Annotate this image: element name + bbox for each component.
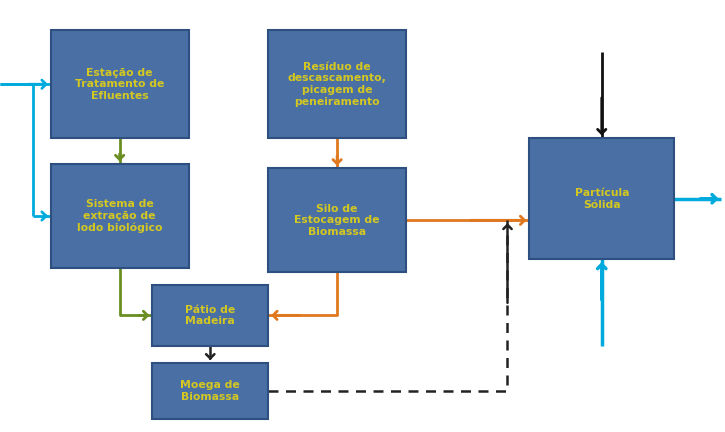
Text: Pátio de
Madeira: Pátio de Madeira	[185, 305, 236, 326]
Text: Silo de
Estocagem de
Biomassa: Silo de Estocagem de Biomassa	[294, 204, 380, 237]
FancyBboxPatch shape	[529, 138, 674, 259]
FancyBboxPatch shape	[268, 30, 406, 138]
Text: Sistema de
extração de
lodo biológico: Sistema de extração de lodo biológico	[77, 199, 162, 233]
Text: Estação de
Tratamento de
Efluentes: Estação de Tratamento de Efluentes	[75, 68, 165, 101]
Text: Moega de
Biomassa: Moega de Biomassa	[181, 380, 240, 402]
Text: Resíduo de
descascamento,
picagem de
peneiramento: Resíduo de descascamento, picagem de pen…	[288, 62, 386, 107]
Text: Partícula
Sólida: Partícula Sólida	[574, 188, 629, 210]
FancyBboxPatch shape	[152, 285, 268, 346]
FancyBboxPatch shape	[51, 30, 188, 138]
FancyBboxPatch shape	[268, 168, 406, 272]
FancyBboxPatch shape	[51, 164, 188, 268]
FancyBboxPatch shape	[152, 363, 268, 419]
